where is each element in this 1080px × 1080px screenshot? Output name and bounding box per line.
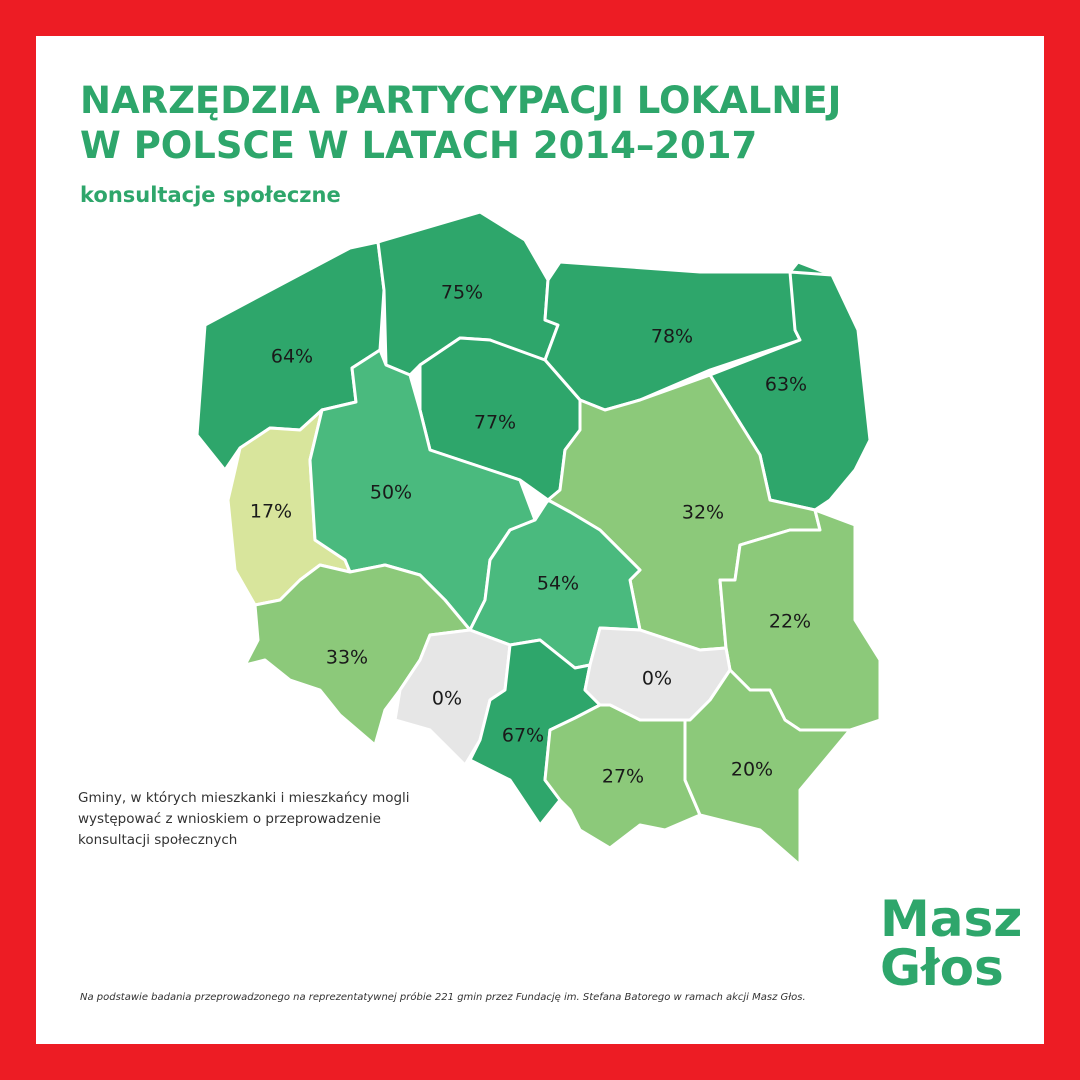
region <box>543 703 702 850</box>
logo: Głos <box>880 939 1004 997</box>
region-label: 77% <box>474 412 516 434</box>
region-label: 33% <box>326 647 368 669</box>
footnote: Na podstawie badania przeprowadzonego na… <box>80 991 806 1003</box>
region-label: 0% <box>642 668 672 690</box>
region-label: 54% <box>537 573 579 595</box>
region-label: 63% <box>765 374 807 396</box>
region-label: 50% <box>370 482 412 504</box>
title-line: W POLSCE W LATACH 2014–2017 <box>80 124 757 167</box>
region-label: 27% <box>602 766 644 788</box>
note: konsultacji społecznych <box>78 832 237 848</box>
region-label: 22% <box>769 611 811 633</box>
note: Gminy, w których mieszkanki i mieszkańcy… <box>78 790 410 806</box>
note: występować z wnioskiem o przeprowadzenie <box>78 811 381 827</box>
title-line: NARZĘDZIA PARTYCYPACJI LOKALNEJ <box>80 79 841 122</box>
region-label: 64% <box>271 346 313 368</box>
region-label: 75% <box>441 282 483 304</box>
region-label: 20% <box>731 759 773 781</box>
region-label: 17% <box>250 501 292 523</box>
map: 64% 75% 78% 63% 77% 17% 50% 32% 54% 22% 33% 0% 67% 0%… <box>195 210 882 867</box>
region-label: 78% <box>651 326 693 348</box>
region <box>683 668 852 867</box>
region <box>543 260 834 412</box>
logo: Masz <box>880 890 1022 948</box>
region-label: 0% <box>432 688 462 710</box>
region-label: 67% <box>502 725 544 747</box>
subtitle: konsultacje społeczne <box>80 183 341 207</box>
region-label: 32% <box>682 502 724 524</box>
